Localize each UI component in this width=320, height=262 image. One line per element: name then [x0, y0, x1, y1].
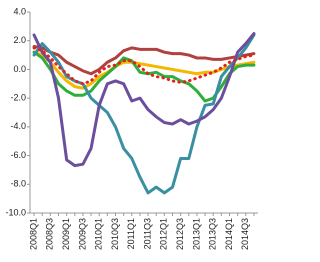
y-tick-label: -8.0: [10, 179, 26, 189]
y-tick-label: -4.0: [10, 121, 26, 131]
x-tick-label: 2011Q3: [142, 218, 152, 249]
x-tick-label: 2011Q1: [126, 218, 136, 249]
x-tick-label: 2008Q1: [28, 218, 38, 250]
x-tick-label: 2012Q3: [175, 218, 185, 250]
x-tick-label: 2009Q1: [61, 218, 71, 250]
series-line: [32, 44, 256, 76]
x-tick-label: 2012Q1: [159, 218, 169, 250]
y-tick-label: -10.0: [5, 207, 26, 217]
y-tick-label: -6.0: [10, 150, 26, 160]
y-tick-label: 0.0: [13, 64, 26, 74]
x-tick-label: 2013Q1: [191, 218, 201, 250]
y-tick-label: 4.0: [13, 6, 26, 16]
series-line: [32, 46, 256, 86]
y-tick-label: -2.0: [10, 93, 26, 103]
x-tick-label: 2014Q1: [224, 218, 234, 250]
x-tick-label: 2010Q3: [110, 218, 120, 250]
series-line: [32, 32, 256, 168]
x-tick-label: 2008Q3: [45, 218, 55, 250]
x-tick-label: 2013Q3: [208, 218, 218, 250]
x-tick-label: 2010Q1: [94, 218, 104, 250]
x-tick-label: 2009Q3: [77, 218, 87, 250]
x-tick-label: 2014Q3: [240, 218, 250, 250]
y-tick-label: 2.0: [13, 35, 26, 45]
